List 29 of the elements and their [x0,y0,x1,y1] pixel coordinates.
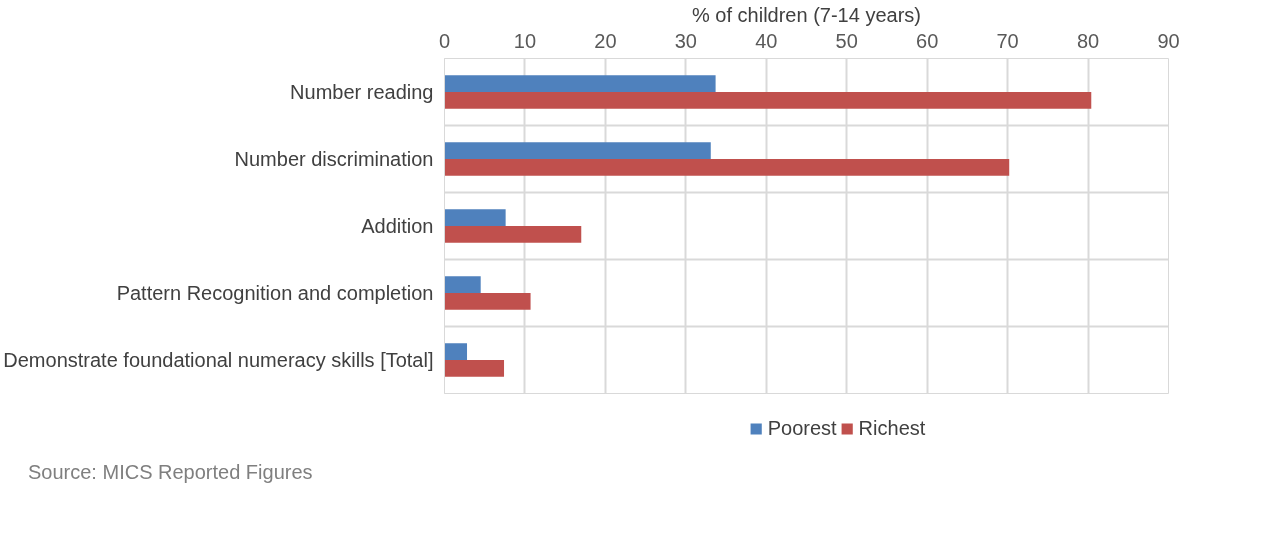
bar [444,75,716,92]
x-tick-label: 30 [674,29,697,52]
x-tick-label: 50 [835,29,858,52]
x-tick-label: 60 [916,29,939,52]
bar [444,343,468,360]
x-tick-label: 0 [438,29,451,52]
y-tick-label: Addition [361,215,434,237]
legend-label: Richest [858,416,926,440]
y-tick-label: Pattern Recognition and completion [116,282,434,304]
x-tick-label: 80 [1076,29,1100,52]
y-tick-label: Number reading [290,81,434,103]
x-tick-label: 40 [755,29,778,52]
bar [444,92,1092,109]
x-tick-label: 10 [513,29,537,52]
bar [444,293,531,310]
bar [444,142,711,159]
bar [444,360,505,377]
x-tick-label: 70 [996,29,1019,52]
bar [444,226,582,243]
bar [444,276,481,293]
x-tick-label: 20 [594,29,617,52]
y-tick-label: Demonstrate foundational numeracy skills [Total] [3,349,434,371]
x-axis-title: % of children (7-14 years) [692,3,921,26]
source-note: Source: MICS Reported Figures [28,460,313,485]
legend-label: Poorest [767,416,837,440]
y-tick-label: Number discrimination [234,148,434,170]
bar [444,159,1010,176]
x-tick-label: 90 [1157,29,1180,52]
bar [444,209,506,226]
